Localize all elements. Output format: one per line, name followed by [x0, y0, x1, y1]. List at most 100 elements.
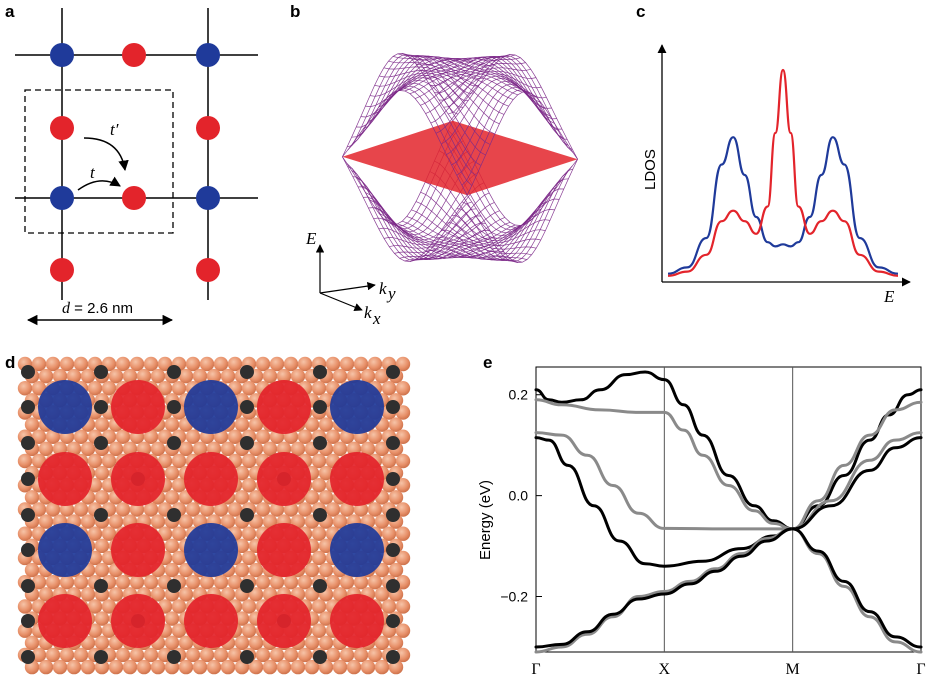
ytick-label: −0.2 [500, 589, 528, 605]
copper-atom [374, 635, 390, 651]
copper-atom [115, 502, 131, 517]
mesh-line [397, 53, 523, 93]
site-red [122, 186, 146, 210]
copper-atom [80, 659, 96, 675]
co-molecule [167, 579, 181, 593]
co-molecule [240, 579, 254, 593]
copper-atom [241, 550, 257, 566]
co-molecule [313, 650, 327, 664]
copper-atom [150, 368, 166, 384]
co-molecule [240, 508, 254, 522]
co-molecule [386, 400, 400, 414]
copper-atom [108, 514, 124, 529]
mesh-line [411, 209, 537, 250]
copper-atom [178, 368, 194, 384]
copper-atom [318, 538, 334, 554]
copper-atom [367, 575, 383, 590]
copper-atom [17, 526, 33, 541]
copper-atom [269, 575, 285, 590]
mesh-line [346, 163, 472, 261]
xtick-label: M [786, 661, 800, 678]
copper-atom [297, 647, 313, 663]
copper-atom [332, 368, 348, 384]
copper-atom [248, 417, 264, 432]
panel-label-c: c [636, 2, 645, 21]
panel-a: a t′ t d = 2.6 nm [5, 2, 258, 326]
co-molecule [386, 436, 400, 450]
mesh-line [406, 54, 532, 94]
copper-atom [164, 417, 180, 432]
copper-atom [395, 453, 411, 469]
copper-atom [38, 659, 54, 675]
copper-atom [171, 381, 187, 396]
copper-atom [66, 659, 82, 675]
copper-atom [73, 502, 89, 517]
copper-atom [395, 526, 411, 541]
site-blue [330, 523, 384, 577]
site-red [257, 523, 311, 577]
copper-atom [101, 381, 117, 396]
copper-atom [108, 441, 124, 457]
copper-atom [94, 417, 110, 432]
copper-atom [31, 381, 47, 396]
copper-atom [101, 453, 117, 469]
copper-atom [38, 514, 54, 529]
copper-atom [101, 526, 117, 541]
site-red [111, 380, 165, 434]
copper-atom [353, 575, 369, 590]
site-blue [184, 380, 238, 434]
copper-atom [136, 368, 152, 384]
mesh-line [351, 170, 477, 261]
copper-atom [115, 647, 131, 663]
copper-atom [171, 526, 187, 541]
copper-atom [255, 356, 271, 372]
co-molecule [167, 508, 181, 522]
copper-atom [283, 647, 299, 663]
copper-atom [73, 356, 89, 372]
site-red [196, 116, 220, 140]
copper-atom [262, 659, 278, 675]
copper-atom [80, 368, 96, 384]
copper-atom [150, 659, 166, 675]
copper-atom [38, 587, 54, 602]
copper-atom [122, 368, 138, 384]
mesh-line [420, 67, 531, 106]
copper-atom [234, 417, 250, 432]
copper-atom [199, 356, 215, 372]
co-molecule [21, 365, 35, 379]
copper-atom [171, 478, 187, 493]
copper-atom [108, 368, 124, 384]
copper-atom [185, 429, 201, 444]
copper-atom [381, 381, 397, 396]
copper-atom [374, 562, 390, 578]
copper-atom [87, 381, 103, 396]
site-red [330, 594, 384, 648]
copper-atom [31, 647, 47, 663]
copper-atom [325, 647, 341, 663]
copper-atom [374, 514, 390, 529]
copper-atom [325, 575, 341, 590]
copper-atom [73, 429, 89, 444]
copper-atom [234, 562, 250, 578]
copper-atom [276, 659, 292, 675]
copper-atom [178, 562, 194, 578]
copper-atom [381, 526, 397, 541]
co-molecule [21, 508, 35, 522]
copper-atom [87, 453, 103, 469]
site-red [257, 452, 311, 506]
copper-atom [248, 587, 264, 602]
co-molecule [386, 365, 400, 379]
co-molecule [313, 400, 327, 414]
co-molecule [313, 365, 327, 379]
axis-kx [319, 292, 363, 312]
co-molecule [240, 650, 254, 664]
co-molecule [167, 650, 181, 664]
copper-atom [17, 599, 33, 614]
co-molecule [94, 436, 108, 450]
copper-atom [220, 368, 236, 384]
copper-surface [17, 356, 411, 675]
panel-label-a: a [5, 2, 15, 21]
co-molecule [240, 436, 254, 450]
co-molecule [21, 472, 35, 486]
copper-atom [339, 502, 355, 517]
